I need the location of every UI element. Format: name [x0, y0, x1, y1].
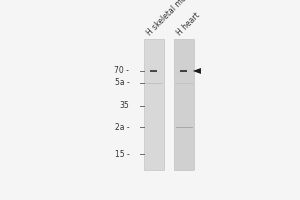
Bar — [181, 72, 188, 73]
Text: H heart: H heart — [175, 10, 202, 37]
Bar — [181, 68, 188, 69]
Text: 70 -: 70 - — [115, 66, 129, 75]
Bar — [150, 69, 157, 70]
Bar — [150, 68, 157, 69]
Bar — [181, 73, 188, 74]
Bar — [181, 71, 188, 72]
Polygon shape — [193, 68, 201, 74]
Bar — [150, 71, 157, 72]
Bar — [150, 71, 157, 72]
Text: H skeletal muscle: H skeletal muscle — [145, 0, 199, 37]
Bar — [181, 70, 188, 71]
Text: 5a -: 5a - — [115, 78, 129, 87]
Text: 35: 35 — [120, 101, 129, 110]
Bar — [181, 71, 188, 72]
Bar — [150, 73, 157, 74]
Text: 2a -: 2a - — [115, 123, 129, 132]
Bar — [150, 72, 157, 73]
Bar — [144, 39, 164, 170]
Bar — [181, 69, 188, 70]
Bar — [174, 39, 194, 170]
Bar — [150, 70, 157, 71]
Text: 15 -: 15 - — [115, 150, 129, 159]
